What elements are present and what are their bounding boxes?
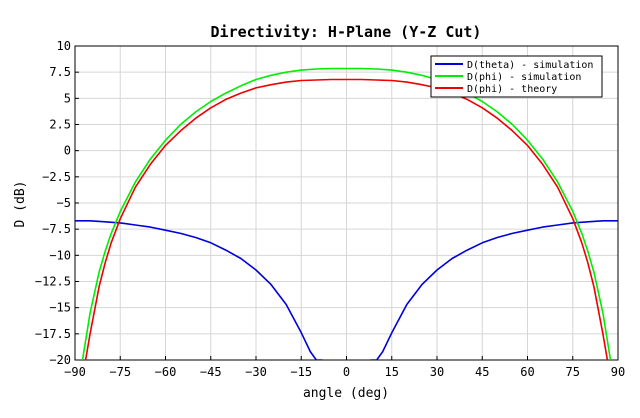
grid-lines <box>75 46 618 360</box>
x-axis-ticks: −90 −75 −60 −45 −30 −15 0 15 30 45 60 75 90 <box>64 356 625 379</box>
x-tick-label: 15 <box>385 365 399 379</box>
y-tick-label: −15 <box>49 301 71 315</box>
y-tick-label: 7.5 <box>49 65 71 79</box>
y-tick-label: −20 <box>49 353 71 367</box>
y-tick-label: −2.5 <box>42 170 71 184</box>
x-tick-label: −60 <box>155 365 177 379</box>
y-axis-label: D (dB) <box>13 181 28 228</box>
x-tick-label: 90 <box>611 365 625 379</box>
y-tick-label: 0 <box>64 144 71 158</box>
legend-label-theta-sim: D(theta) - simulation <box>467 60 593 71</box>
x-tick-label: −90 <box>64 365 86 379</box>
y-tick-label: 2.5 <box>49 118 71 132</box>
x-tick-label: 75 <box>566 365 580 379</box>
y-tick-label: −7.5 <box>42 222 71 236</box>
x-tick-label: −75 <box>109 365 131 379</box>
y-tick-label: −12.5 <box>35 275 71 289</box>
y-tick-label: −17.5 <box>35 327 71 341</box>
y-tick-label: −10 <box>49 248 71 262</box>
x-tick-label: −15 <box>290 365 312 379</box>
series-line-phi-theory <box>84 78 609 360</box>
y-tick-label: 5 <box>64 91 71 105</box>
series-line-theta-simulation <box>75 220 323 360</box>
x-tick-label: 60 <box>520 365 534 379</box>
series-line-theta-simulation <box>370 220 618 360</box>
series-line-phi-simulation <box>81 67 612 360</box>
x-tick-label: 30 <box>430 365 444 379</box>
y-tick-label: 10 <box>57 39 71 53</box>
x-tick-label: −30 <box>245 365 267 379</box>
legend-label-phi-sim: D(phi) - simulation <box>467 72 581 83</box>
legend: D(theta) - simulation D(phi) - simulatio… <box>430 55 603 98</box>
x-tick-label: 0 <box>343 365 350 379</box>
chart-title: Directivity: H-Plane (Y-Z Cut) <box>211 23 482 41</box>
x-axis-label: angle (deg) <box>303 386 389 401</box>
x-tick-label: 45 <box>475 365 489 379</box>
y-axis-ticks: 10 7.5 5 2.5 0 −2.5 −5 −7.5 −10 −12.5 −15 −17.5 −20 <box>35 39 79 367</box>
y-tick-label: −5 <box>57 196 71 210</box>
legend-label-phi-theory: D(phi) - theory <box>467 84 557 95</box>
series-layer <box>75 67 618 360</box>
x-tick-label: −45 <box>200 365 222 379</box>
